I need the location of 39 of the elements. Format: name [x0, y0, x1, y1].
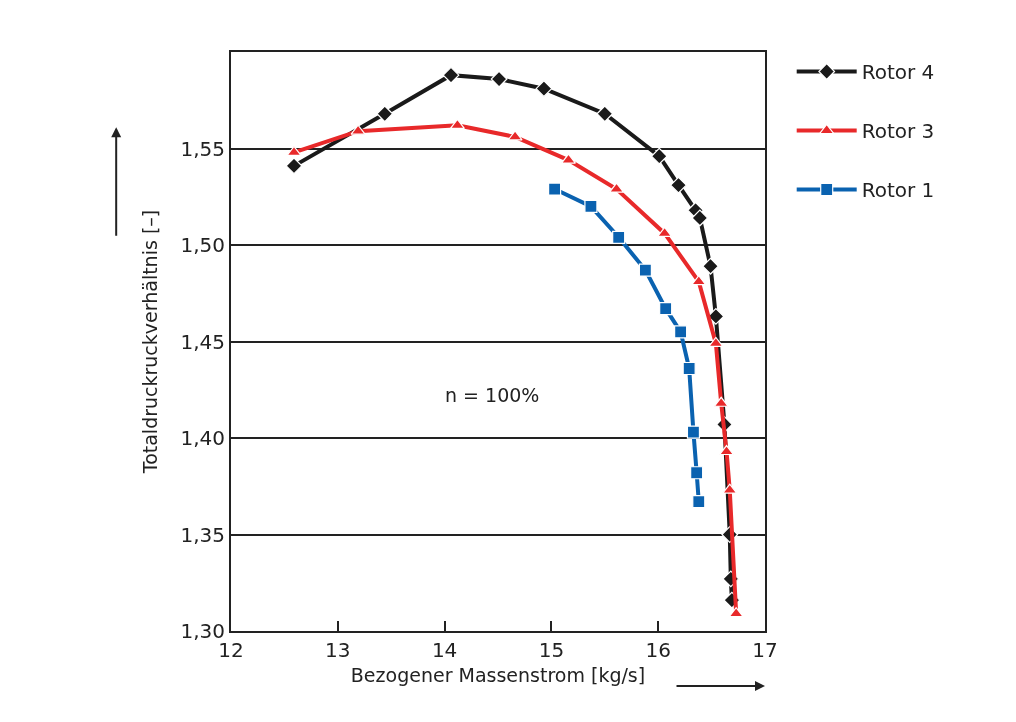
x-tick-label: 14: [431, 638, 458, 662]
point: [690, 466, 704, 480]
y-axis-title: Totaldruckruckverhältnis [–]: [138, 209, 161, 475]
point: [692, 495, 706, 509]
point: [584, 199, 598, 213]
y-tick-label: 1,55: [180, 136, 225, 161]
x-tick-label: 13: [325, 638, 351, 662]
y-tick-label: 1,40: [180, 426, 225, 450]
point: [686, 425, 701, 439]
y-tick-label: 1,45: [180, 329, 225, 354]
point: [719, 444, 735, 456]
point: [285, 157, 303, 175]
legend-label: Rotor 3: [861, 119, 935, 144]
point: [548, 182, 562, 196]
point: [682, 361, 696, 376]
point: [490, 70, 508, 88]
legend-label: Rotor 1: [861, 178, 935, 203]
annotation: n = 100%: [445, 384, 540, 406]
point: [708, 336, 724, 348]
point: [376, 105, 394, 123]
x-axis-title: Bezogener Massenstrom [kg/s]: [350, 664, 646, 687]
point: [442, 66, 460, 84]
point: [670, 176, 687, 194]
y-tick-label: 1,50: [180, 233, 225, 257]
point: [674, 325, 688, 339]
point: [638, 263, 652, 277]
x-tick-label: 15: [538, 638, 565, 662]
point: [535, 80, 553, 98]
point: [691, 209, 709, 227]
point: [657, 226, 673, 238]
point: [596, 105, 614, 123]
x-tick-label: 16: [645, 638, 671, 662]
x-tick-label: 17: [752, 638, 778, 662]
point: [650, 147, 668, 165]
point: [702, 257, 719, 275]
legend-label: Rotor 4: [861, 60, 935, 85]
point: [659, 302, 673, 316]
point: [612, 230, 626, 244]
y-tick-label: 1,35: [180, 522, 225, 547]
